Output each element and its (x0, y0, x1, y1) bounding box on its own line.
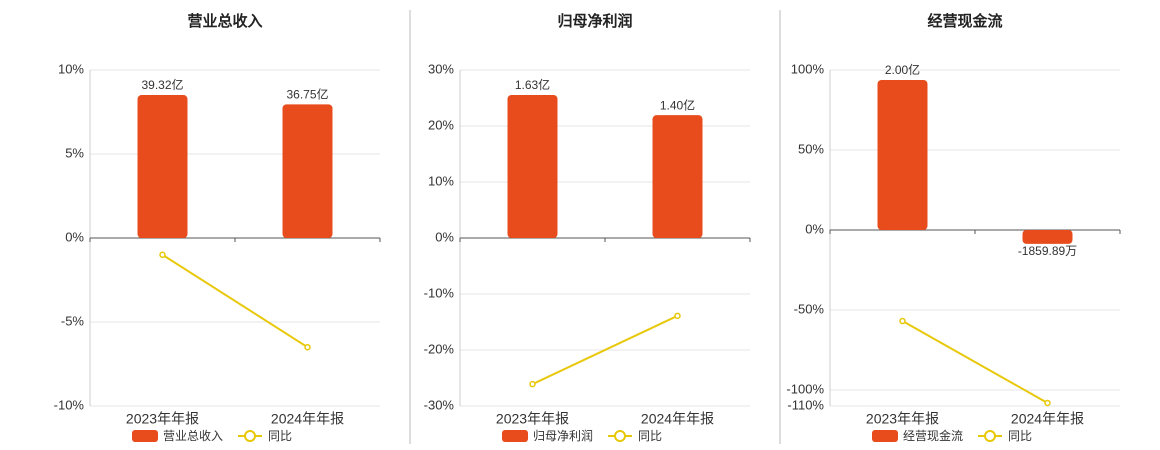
legend-label: 同比 (268, 429, 292, 443)
legend-swatch (872, 430, 898, 442)
line-point (674, 312, 681, 320)
bar (652, 115, 703, 238)
line-point (529, 380, 536, 388)
line-point (304, 343, 311, 351)
bar (1022, 229, 1073, 244)
bar (137, 95, 188, 238)
line-point (1044, 399, 1051, 407)
x-tick-label: 2023年年报 (496, 411, 569, 427)
y-tick-label: 5% (65, 145, 84, 160)
y-tick-label: 30% (428, 61, 454, 76)
bar-value-label: 1.40亿 (660, 97, 695, 112)
y-tick-label: 10% (58, 61, 84, 76)
line-series (161, 253, 309, 349)
bar-value-label: 39.32亿 (141, 77, 183, 92)
bar-value-label: 36.75亿 (286, 87, 328, 102)
bar (507, 95, 558, 238)
y-tick-label: -5% (61, 313, 85, 328)
chart-title: 归母净利润 (557, 12, 632, 30)
legend-label: 经营现金流 (903, 428, 963, 443)
line-series (532, 314, 678, 386)
y-tick-label: 100% (791, 61, 825, 76)
y-tick-label: -30% (424, 397, 455, 412)
y-tick-label: 0% (805, 221, 824, 236)
bar-value-label: -1859.89万 (1018, 244, 1077, 258)
bar (877, 79, 928, 230)
legend-swatch (502, 430, 528, 442)
x-tick-label: 2023年年报 (866, 411, 939, 427)
line-series (902, 320, 1048, 404)
y-tick-label: 50% (798, 141, 824, 156)
line-point (159, 251, 166, 259)
y-tick-label: -100% (786, 381, 824, 396)
y-tick-label: -10% (424, 285, 455, 300)
legend-swatch (132, 430, 158, 442)
x-tick-label: 2024年年报 (641, 411, 714, 427)
y-tick-label: 20% (428, 117, 454, 132)
line-point (899, 317, 906, 325)
x-tick-label: 2023年年报 (126, 411, 199, 427)
x-tick-label: 2024年年报 (271, 411, 344, 427)
bar-value-label: 1.63亿 (515, 77, 550, 92)
legend-marker (244, 430, 256, 442)
chart-title: 经营现金流 (927, 12, 1002, 30)
bar-value-label: 2.00亿 (885, 62, 920, 77)
y-tick-label: -10% (54, 397, 85, 412)
legend-marker (614, 430, 626, 442)
legend-label: 同比 (638, 429, 662, 443)
x-tick-label: 2024年年报 (1011, 411, 1084, 427)
y-tick-label: -50% (794, 301, 825, 316)
y-tick-label: 10% (428, 173, 454, 188)
chart-title: 营业总收入 (187, 12, 262, 30)
legend-label: 同比 (1008, 429, 1032, 443)
y-tick-label: -110% (787, 397, 824, 412)
y-tick-label: -20% (424, 341, 455, 356)
y-tick-label: 0% (65, 229, 84, 244)
legend-label: 营业总收入 (163, 429, 223, 443)
bar (282, 104, 333, 238)
legend-marker (984, 430, 996, 442)
legend-label: 归母净利润 (533, 429, 593, 443)
y-tick-label: 0% (435, 229, 454, 244)
